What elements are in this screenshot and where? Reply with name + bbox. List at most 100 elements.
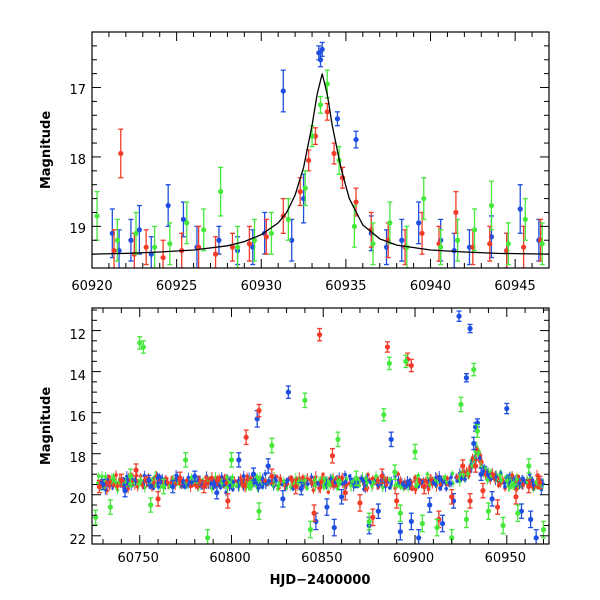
- bottom-panel-ticks: [92, 308, 549, 544]
- green-data-point: [434, 524, 440, 531]
- red-data-point: [256, 408, 262, 414]
- red-data-point: [342, 490, 348, 496]
- baseline-data-point: [376, 483, 380, 487]
- green-data-point: [471, 227, 478, 233]
- red-data-point: [155, 496, 161, 502]
- baseline-data-point: [240, 483, 245, 487]
- green-data-point: [419, 520, 425, 527]
- top-x-tick-label: 60925: [156, 279, 197, 294]
- green-data-point: [184, 220, 190, 226]
- baseline-data-point: [115, 484, 120, 489]
- baseline-data-point: [402, 482, 406, 487]
- red-data-point: [487, 241, 493, 247]
- baseline-data-point: [340, 475, 345, 480]
- baseline-data-point: [231, 480, 236, 484]
- green-data-point: [302, 185, 308, 191]
- top-x-tick-label: 60920: [71, 279, 112, 294]
- green-data-point: [370, 241, 376, 247]
- green-data-point: [114, 237, 120, 243]
- blue-data-point: [192, 473, 198, 479]
- red-data-point: [357, 500, 363, 506]
- top-panel-y-axis-label: Magnitude: [39, 111, 54, 190]
- baseline-data-point: [184, 478, 189, 483]
- bottom-panel-y-tick-labels: 12 14 16 18 20 22: [69, 328, 86, 548]
- baseline-data-point: [517, 481, 522, 486]
- bottom-x-tick-label: 60850: [301, 551, 342, 566]
- top-panel-ticks: [91, 31, 550, 269]
- baseline-data-point: [415, 482, 420, 487]
- baseline-data-point: [224, 481, 229, 485]
- baseline-data-point: [273, 476, 277, 481]
- red-data-point: [111, 248, 117, 254]
- baseline-data-point: [393, 483, 398, 488]
- baseline-data-point: [234, 483, 239, 488]
- blue-data-point: [170, 483, 176, 490]
- blue-data-point: [214, 490, 220, 496]
- bottom-panel-x-tick-labels: 60750 60800 60850 60900 60950: [118, 551, 526, 566]
- red-data-point: [118, 477, 124, 483]
- baseline-data-point: [380, 485, 385, 490]
- bottom-x-tick-label: 60900: [393, 551, 434, 566]
- baseline-data-point: [267, 479, 271, 484]
- baseline-data-point: [445, 476, 450, 481]
- baseline-data-point: [238, 476, 243, 481]
- green-data-point: [256, 508, 262, 514]
- red-data-point: [229, 244, 236, 250]
- baseline-data-point: [263, 478, 267, 483]
- green-data-point: [93, 514, 99, 520]
- green-data-point: [324, 81, 330, 87]
- baseline-data-point: [208, 476, 212, 481]
- blue-data-point: [474, 420, 481, 426]
- top-panel-frame: [91, 31, 550, 269]
- baseline-data-point: [326, 490, 331, 494]
- bottom-y-tick-label: 22: [69, 533, 86, 548]
- green-data-point: [218, 189, 224, 195]
- baseline-data-point: [256, 481, 260, 485]
- green-data-point: [167, 241, 173, 247]
- baseline-data-point: [396, 472, 401, 476]
- green-data-point: [307, 527, 314, 533]
- baseline-data-point: [449, 475, 453, 480]
- red-data-point: [316, 332, 323, 338]
- baseline-data-point: [241, 474, 246, 478]
- blue-data-point: [427, 502, 433, 508]
- baseline-data-point: [383, 478, 388, 483]
- blue-data-point: [236, 457, 242, 463]
- baseline-data-point: [444, 486, 448, 491]
- baseline-data-point: [311, 488, 316, 492]
- baseline-data-point: [498, 473, 502, 478]
- green-data-point: [160, 483, 167, 490]
- baseline-data-point: [100, 474, 104, 478]
- baseline-data-point: [426, 487, 431, 492]
- baseline-data-point: [485, 472, 490, 477]
- green-data-point: [474, 428, 481, 434]
- baseline-data-point: [249, 482, 254, 487]
- blue-data-point: [489, 496, 495, 502]
- baseline-data-point: [225, 475, 229, 480]
- green-data-point: [505, 241, 511, 247]
- green-data-point: [458, 401, 464, 408]
- red-data-point: [449, 494, 455, 500]
- red-data-point: [263, 234, 269, 240]
- green-data-point: [387, 220, 393, 226]
- green-data-point: [488, 202, 495, 209]
- baseline-data-point: [357, 483, 362, 488]
- top-x-tick-label: 60930: [241, 279, 282, 294]
- baseline-data-point: [252, 481, 256, 485]
- red-data-point: [118, 150, 124, 157]
- blue-data-point: [463, 375, 470, 381]
- baseline-data-point: [155, 476, 160, 480]
- bottom-y-tick-label: 20: [69, 492, 86, 507]
- blue-data-point: [216, 237, 222, 243]
- green-data-point: [148, 502, 154, 508]
- baseline-data-point: [424, 479, 428, 484]
- baseline-data-point: [410, 487, 414, 492]
- baseline-data-point: [305, 482, 310, 486]
- baseline-data-point: [245, 477, 250, 482]
- blue-data-point: [339, 494, 345, 500]
- green-data-point: [463, 516, 470, 522]
- blue-data-point: [471, 440, 477, 447]
- green-data-point: [285, 216, 291, 223]
- baseline-data-point: [521, 476, 525, 481]
- top-panel-x-tick-labels: 60920 60925 60930 60935 60940 60945: [71, 279, 535, 294]
